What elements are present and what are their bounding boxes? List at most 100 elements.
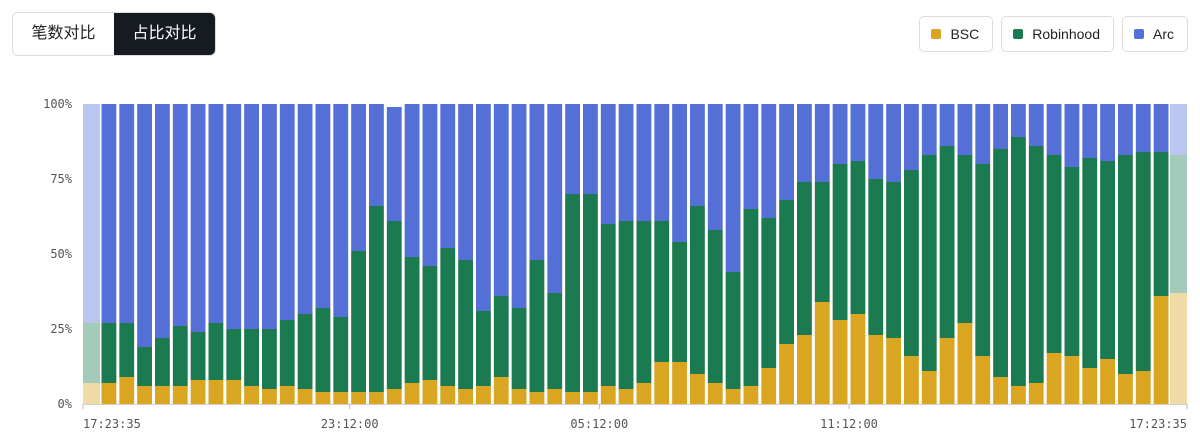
bar-arc[interactable]	[921, 104, 937, 155]
bar-robinhood[interactable]	[1100, 161, 1115, 359]
bar-arc[interactable]	[1046, 104, 1062, 155]
bar-arc[interactable]	[369, 104, 384, 206]
bar-robinhood[interactable]	[672, 242, 687, 362]
bar-bsc[interactable]	[351, 392, 366, 404]
bar-robinhood[interactable]	[511, 308, 527, 389]
bar-robinhood[interactable]	[600, 224, 616, 386]
bar-robinhood[interactable]	[654, 221, 670, 362]
bar-robinhood[interactable]	[262, 329, 277, 389]
bar-bsc[interactable]	[529, 392, 545, 404]
bar-arc[interactable]	[262, 104, 277, 329]
bar-bsc[interactable]	[636, 383, 652, 404]
bar-bsc[interactable]	[868, 335, 884, 404]
bar-bsc[interactable]	[957, 323, 973, 404]
bar-bsc[interactable]	[761, 368, 777, 404]
bar-robinhood[interactable]	[476, 311, 491, 386]
count-compare-button[interactable]: 笔数对比	[13, 13, 114, 55]
bar-bsc[interactable]	[386, 389, 402, 404]
bar-robinhood[interactable]	[1082, 158, 1098, 368]
bar-arc[interactable]	[957, 104, 973, 155]
bar-arc[interactable]	[618, 104, 634, 221]
bar-arc[interactable]	[886, 104, 901, 182]
bar-arc[interactable]	[725, 104, 741, 272]
bar-robinhood[interactable]	[101, 323, 117, 383]
bar-robinhood[interactable]	[868, 179, 884, 335]
bar-robinhood[interactable]	[493, 296, 509, 377]
bar-arc[interactable]	[779, 104, 794, 200]
bar-robinhood[interactable]	[315, 308, 331, 392]
bar-bsc[interactable]	[939, 338, 955, 404]
bar-robinhood[interactable]	[565, 194, 580, 392]
bar-arc[interactable]	[600, 104, 616, 224]
bar-arc[interactable]	[1135, 104, 1151, 152]
bar-bsc[interactable]	[993, 377, 1008, 404]
bar-robinhood[interactable]	[529, 260, 545, 392]
bar-arc[interactable]	[975, 104, 991, 164]
bar-arc[interactable]	[155, 104, 170, 338]
bar-bsc[interactable]	[850, 314, 866, 404]
bar-arc[interactable]	[904, 104, 919, 170]
bar-bsc[interactable]	[565, 392, 580, 404]
bar-arc[interactable]	[511, 104, 527, 308]
bar-bsc[interactable]	[690, 374, 705, 404]
bar-robinhood[interactable]	[1046, 155, 1062, 353]
bar-robinhood[interactable]	[1028, 146, 1044, 383]
bar-robinhood[interactable]	[404, 257, 420, 383]
bar-bsc[interactable]	[1028, 383, 1044, 404]
bar-bsc[interactable]	[1135, 371, 1151, 404]
bar-bsc[interactable]	[315, 392, 331, 404]
bar-robinhood[interactable]	[1135, 152, 1151, 371]
legend-item-bsc[interactable]: BSC	[919, 16, 994, 52]
bar-bsc[interactable]	[333, 392, 349, 404]
bar-bsc[interactable]	[1082, 368, 1098, 404]
bar-robinhood[interactable]	[351, 251, 366, 392]
bar-bsc[interactable]	[404, 383, 420, 404]
bar-arc[interactable]	[386, 107, 402, 221]
bar-robinhood[interactable]	[369, 206, 384, 392]
bar-arc[interactable]	[244, 104, 259, 329]
bar-robinhood[interactable]	[440, 248, 456, 386]
bar-arc[interactable]	[529, 104, 545, 260]
bar-arc[interactable]	[422, 104, 438, 266]
bar-robinhood[interactable]	[743, 209, 759, 386]
bar-robinhood[interactable]	[155, 338, 170, 386]
bar-robinhood[interactable]	[386, 221, 402, 389]
bar-bsc[interactable]	[600, 386, 616, 404]
bar-arc[interactable]	[547, 104, 563, 293]
bar-robinhood[interactable]	[1064, 167, 1080, 356]
bar-arc[interactable]	[654, 104, 670, 221]
bar-arc[interactable]	[440, 104, 456, 248]
bar-arc[interactable]	[1118, 104, 1133, 155]
bar-robinhood[interactable]	[279, 320, 295, 386]
bar-arc[interactable]	[458, 104, 473, 260]
bar-bsc[interactable]	[190, 380, 206, 404]
bar-arc[interactable]	[707, 104, 723, 230]
bar-robinhood[interactable]	[636, 221, 652, 383]
bar-robinhood[interactable]	[1153, 152, 1169, 296]
bar-robinhood[interactable]	[832, 164, 848, 320]
bar-bsc[interactable]	[1011, 386, 1026, 404]
bar-arc[interactable]	[119, 104, 135, 323]
bar-arc[interactable]	[297, 104, 313, 314]
bar-robinhood[interactable]	[297, 314, 313, 389]
bar-bsc[interactable]	[547, 389, 563, 404]
bar-arc[interactable]	[279, 104, 295, 320]
bar-bsc[interactable]	[172, 386, 188, 404]
bar-arc[interactable]	[850, 104, 866, 161]
bar-bsc[interactable]	[101, 383, 117, 404]
bar-bsc[interactable]	[440, 386, 456, 404]
bar-robinhood[interactable]	[975, 164, 991, 356]
bar-bsc[interactable]	[119, 377, 135, 404]
bar-robinhood[interactable]	[797, 182, 812, 335]
bar-robinhood[interactable]	[707, 230, 723, 383]
bar-arc[interactable]	[493, 104, 509, 296]
bar-bsc[interactable]	[137, 386, 152, 404]
bar-arc[interactable]	[190, 104, 206, 332]
bar-arc[interactable]	[868, 104, 884, 179]
bar-arc[interactable]	[476, 104, 491, 311]
bar-robinhood[interactable]	[119, 323, 135, 377]
bar-robinhood[interactable]	[458, 260, 473, 389]
bar-robinhood[interactable]	[725, 272, 741, 389]
bar-bsc[interactable]	[814, 302, 830, 404]
bar-robinhood[interactable]	[208, 323, 224, 380]
